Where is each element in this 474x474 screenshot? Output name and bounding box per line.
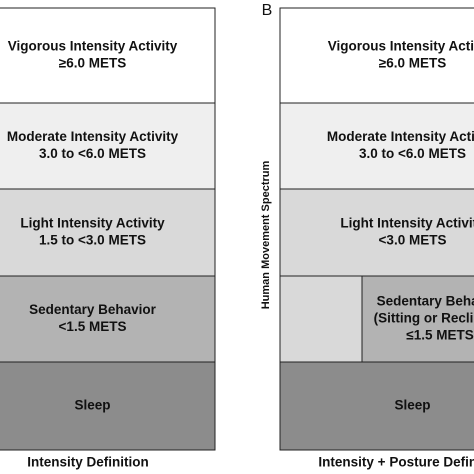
axis-label: Human Movement Spectrum [260,161,272,310]
box [0,188,216,277]
box [279,7,474,104]
box [361,275,474,363]
box-text: (Sitting or Reclining) [374,311,474,326]
box [0,102,216,190]
panel-label: B [262,2,273,19]
box-text: <1.5 METS [59,319,127,334]
box-text: Light Intensity Activity [340,216,474,231]
caption: Intensity + Posture Definition [318,455,474,470]
box-text: Sedentary Behavior [377,294,474,309]
box-text: ≤1.5 METS [406,328,473,343]
box-text: Sleep [74,398,110,413]
box-text: Moderate Intensity Activity [7,129,179,144]
box-text: 3.0 to <6.0 METS [359,146,466,161]
box-text: 1.5 to <3.0 METS [39,233,146,248]
caption: Intensity Definition [27,455,149,470]
box-text: Vigorous Intensity Activity [328,39,474,54]
box-text: 3.0 to <6.0 METS [39,146,146,161]
box-text: Sleep [394,398,430,413]
box [279,188,474,277]
box [0,7,216,104]
box [279,102,474,190]
box-text: Light Intensity Activity [20,216,165,231]
box [0,275,216,363]
box [0,361,216,451]
box-text: Moderate Intensity Activity [327,129,474,144]
box-text: <3.0 METS [379,233,447,248]
box-text: ≥6.0 METS [379,56,446,71]
box-text: ≥6.0 METS [59,56,126,71]
box [279,361,474,451]
box-text: Sedentary Behavior [29,302,157,317]
box-text: Vigorous Intensity Activity [8,39,178,54]
